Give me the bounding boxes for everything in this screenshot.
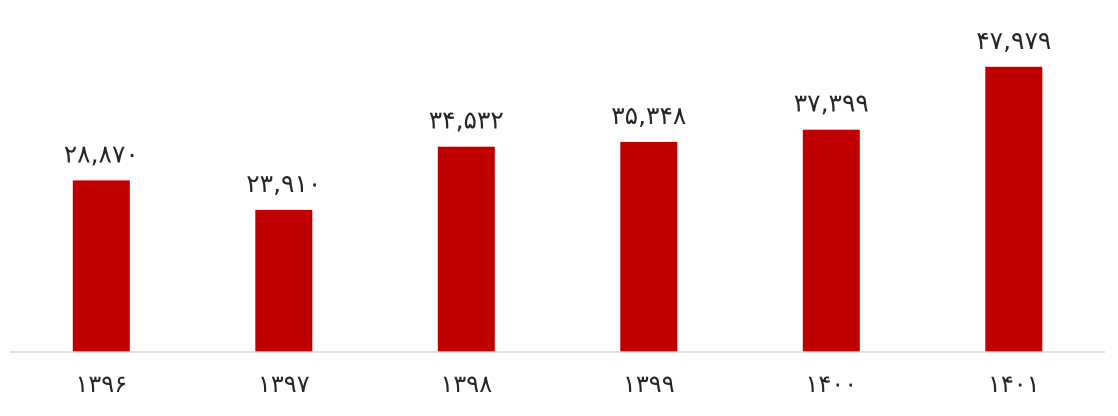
x-tick-label-5: ۱۴۰۱ bbox=[988, 370, 1040, 398]
data-label-1: ۲۳,۹۱۰ bbox=[246, 169, 321, 198]
data-label-0: ۲۸,۸۷۰ bbox=[64, 139, 139, 168]
bar-4 bbox=[802, 129, 860, 352]
bar-5 bbox=[985, 66, 1043, 353]
bar-1 bbox=[255, 209, 313, 352]
data-labels-layer: ۲۸,۸۷۰ ۲۳,۹۱۰ ۳۴,۵۳۲ ۳۵,۳۴۸ ۳۷,۳۹۹ ۴۷,۹۷۹ bbox=[64, 26, 1052, 198]
x-tick-label-0: ۱۳۹۶ bbox=[76, 370, 128, 398]
bar-2 bbox=[437, 146, 495, 352]
data-label-4: ۳۷,۳۹۹ bbox=[794, 89, 869, 118]
tick-labels-layer: ۱۳۹۶ ۱۳۹۷ ۱۳۹۸ ۱۳۹۹ ۱۴۰۰ ۱۴۰۱ bbox=[76, 370, 1040, 398]
x-tick-label-4: ۱۴۰۰ bbox=[806, 370, 858, 398]
data-label-5: ۴۷,۹۷۹ bbox=[976, 26, 1051, 55]
data-label-3: ۳۵,۳۴۸ bbox=[611, 101, 686, 130]
data-label-2: ۳۴,۵۳۲ bbox=[429, 106, 504, 135]
bar-3 bbox=[620, 141, 678, 352]
x-tick-label-1: ۱۳۹۷ bbox=[258, 370, 310, 398]
bars-layer bbox=[72, 66, 1043, 353]
x-tick-label-3: ۱۳۹۹ bbox=[623, 370, 675, 398]
bar-0 bbox=[72, 180, 130, 352]
x-tick-label-2: ۱۳۹۸ bbox=[441, 370, 493, 398]
